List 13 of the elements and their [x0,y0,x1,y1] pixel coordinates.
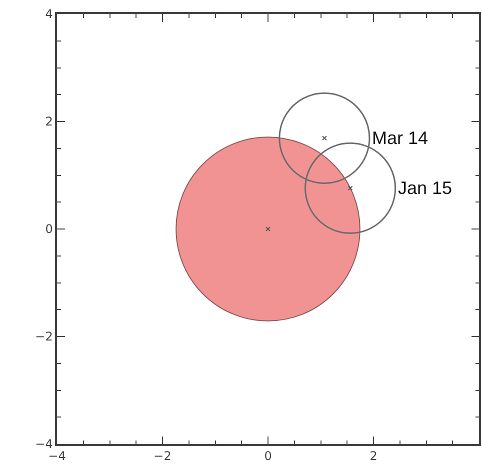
y-tick-label: 0 [45,222,53,236]
y-tick-label: −2 [35,330,53,344]
y-tick-label: 2 [45,114,53,129]
x-tick-label: 0 [264,449,272,464]
annotation: Jan 15 [398,178,452,198]
y-tick-label: −4 [35,437,53,452]
point [322,136,327,141]
y-tick-label: 4 [45,7,53,22]
annotation: Mar 14 [372,128,428,148]
x-tick-label: 2 [370,449,378,464]
point [348,186,353,191]
x-tick-label: −2 [154,449,172,464]
point [266,226,270,232]
